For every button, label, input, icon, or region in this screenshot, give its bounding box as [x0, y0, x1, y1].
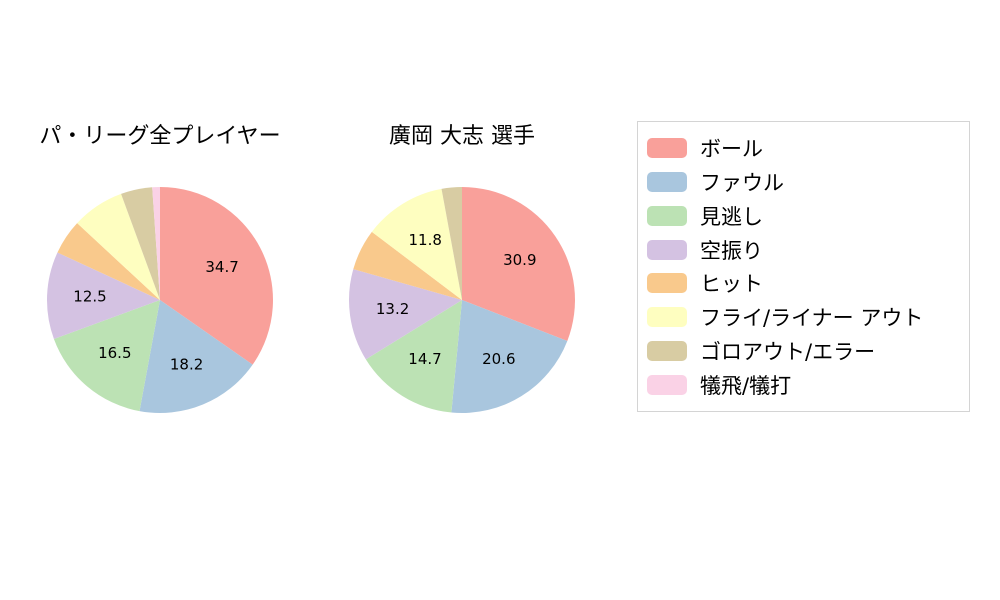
pie-slice-7: [152, 187, 160, 300]
legend-item-7: 犠飛/犠打: [638, 370, 969, 400]
pie-chart-pacific-league-block: パ・リーグ全プレイヤー 34.7 18.2 16.5 12.5: [10, 122, 310, 415]
slice-value-label: 30.9: [503, 251, 536, 269]
slice-value-label: 18.2: [170, 355, 203, 373]
legend-item-1: ファウル: [638, 167, 969, 197]
legend-swatch: [647, 375, 687, 396]
legend-item-6: ゴロアウト/エラー: [638, 336, 969, 366]
legend-swatch: [647, 307, 687, 328]
pie-slice-1: [451, 300, 568, 414]
legend-item-0: ボール: [638, 133, 969, 163]
legend-item-5: フライ/ライナー アウト: [638, 302, 969, 332]
slice-value-label: 34.7: [205, 258, 238, 276]
legend-swatch: [647, 137, 687, 158]
chart-title-pacific-league: パ・リーグ全プレイヤー: [39, 124, 281, 149]
pie-slice-4: [353, 231, 462, 300]
slice-value-label: 12.5: [73, 288, 106, 306]
pie-slice-5: [371, 188, 462, 300]
slice-value-label: 16.5: [98, 344, 131, 362]
pie-slice-3: [349, 269, 462, 360]
pie-slice-4: [57, 223, 161, 300]
slice-value-label: 13.2: [376, 300, 409, 318]
slice-value-label: 14.7: [408, 350, 441, 368]
legend-label: フライ/ライナー アウト: [700, 306, 924, 331]
legend-item-4: ヒット: [638, 268, 969, 298]
pie-slice-0: [462, 187, 575, 341]
legend-label: 見逃し: [700, 204, 763, 229]
legend-swatch: [647, 273, 687, 294]
slice-value-label: 11.8: [408, 231, 441, 249]
chart-title-player: 廣岡 大志 選手: [389, 124, 535, 149]
pie-slice-0: [160, 187, 273, 365]
pie-slice-6: [121, 187, 160, 300]
legend-label: 犠飛/犠打: [700, 374, 792, 399]
legend-swatch: [647, 239, 687, 260]
pie-slice-6: [441, 187, 462, 300]
legend-swatch: [647, 205, 687, 226]
pie-chart-player-block: 廣岡 大志 選手 30.9 20.6 14.7 13.2 11.8: [312, 122, 612, 415]
legend-swatch: [647, 341, 687, 362]
pie-slice-2: [365, 300, 462, 413]
legend: ボールファウル見逃し空振りヒットフライ/ライナー アウト ゴロアウト/エラー 犠飛/…: [637, 121, 970, 412]
pie-slice-5: [77, 193, 160, 300]
legend-item-3: 空振り: [638, 235, 969, 265]
legend-swatch: [647, 171, 687, 192]
slice-value-label: 20.6: [482, 350, 515, 368]
legend-item-2: 見逃し: [638, 201, 969, 231]
pie-chart-player: 30.9 20.6 14.7 13.2 11.8: [349, 187, 575, 414]
legend-label: ゴロアウト/エラー: [700, 340, 876, 365]
pie-chart-pacific-league: 34.7 18.2 16.5 12.5: [46, 187, 273, 413]
legend-label: ヒット: [700, 272, 763, 297]
pie-slice-2: [53, 300, 160, 412]
legend-label: ボール: [700, 136, 763, 161]
pie-slice-1: [139, 300, 253, 413]
legend-label: ファウル: [700, 170, 784, 195]
legend-label: 空振り: [700, 238, 763, 263]
pie-slice-3: [46, 252, 160, 339]
